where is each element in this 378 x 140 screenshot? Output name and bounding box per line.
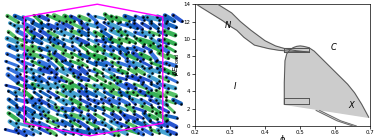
Text: I: I [234,82,236,91]
Polygon shape [316,110,356,126]
Polygon shape [284,98,309,104]
Text: C: C [331,43,336,52]
Polygon shape [197,4,309,52]
Text: X: X [348,102,354,110]
Polygon shape [284,48,309,52]
Y-axis label: $\beta E_{\rm bond}$: $\beta E_{\rm bond}$ [172,54,182,76]
Polygon shape [284,46,369,117]
X-axis label: ϕ: ϕ [280,135,285,140]
Text: N: N [225,21,231,31]
